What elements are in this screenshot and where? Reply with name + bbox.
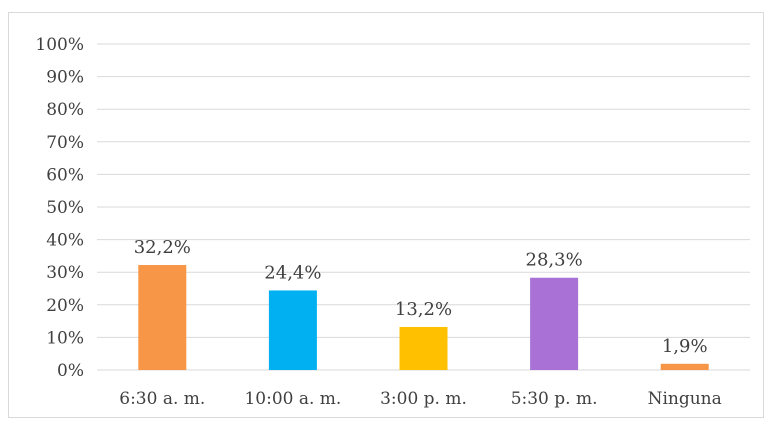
y-tick-label: 80% [46,100,84,120]
y-tick-label: 100% [35,35,84,55]
bar [399,326,448,370]
x-category-label: 5:30 p. m. [511,389,598,409]
y-tick-label: 0% [57,361,84,381]
y-tick-label: 10% [46,328,84,348]
x-category-label: 6:30 a. m. [119,389,205,409]
data-label: 28,3% [526,250,583,271]
y-axis-ticks: 0% 10% 20% 30% 40% 50% 60% 70% 80% 90% 100% [35,35,84,381]
y-tick-label: 30% [46,263,84,283]
bars [138,265,709,370]
bar [268,290,317,370]
y-tick-label: 50% [46,198,84,218]
gridlines [97,43,750,371]
data-label: 24,4% [264,262,321,283]
x-category-label: Ninguna [648,389,722,409]
bar [530,277,579,370]
y-tick-label: 60% [46,165,84,185]
x-category-label: 3:00 p. m. [380,389,467,409]
data-label: 13,2% [395,299,452,320]
y-tick-label: 90% [46,68,84,88]
x-category-label: 10:00 a. m. [244,389,341,409]
y-tick-label: 70% [46,133,84,153]
bar [138,265,187,370]
y-tick-label: 20% [46,296,84,316]
x-axis-categories: 6:30 a. m. 10:00 a. m. 3:00 p. m. 5:30 p. m… [119,389,722,409]
chart-frame [8,12,764,418]
data-labels: 32,2% 24,4% 13,2% 28,3% 1,9% [134,237,708,357]
data-label: 1,9% [662,336,708,357]
data-label: 32,2% [134,237,191,258]
y-tick-label: 40% [46,231,84,251]
bar [660,363,709,370]
